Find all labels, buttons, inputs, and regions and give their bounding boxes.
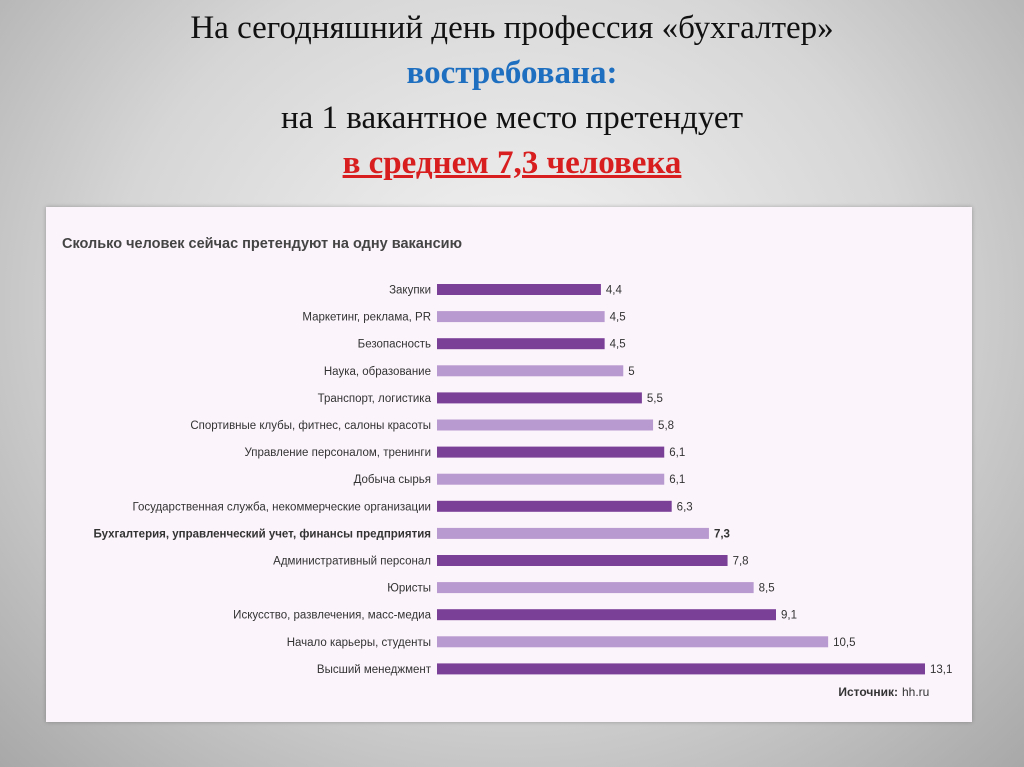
bar — [437, 446, 665, 458]
value-label: 7,3 — [714, 528, 730, 540]
slide-heading: На сегодняшний день профессия «бухгалтер… — [0, 6, 1024, 186]
bar — [437, 338, 605, 350]
value-label: 13,1 — [930, 664, 952, 676]
bar — [437, 284, 601, 295]
bar — [437, 311, 605, 323]
category-label: Государственная служба, некоммерческие о… — [132, 501, 431, 513]
category-label: Транспорт, логистика — [318, 393, 432, 405]
category-label: Маркетинг, реклама, PR — [302, 312, 431, 324]
value-label: 9,1 — [781, 610, 797, 622]
bar — [437, 555, 728, 566]
bar — [437, 527, 709, 539]
category-label: Искусство, развлечения, масс-медиа — [233, 610, 431, 622]
heading-line-1: На сегодняшний день профессия «бухгалтер… — [190, 10, 834, 46]
value-label: 4,4 — [606, 285, 623, 297]
bar — [437, 500, 672, 512]
source-value: hh.ru — [902, 685, 929, 699]
bar — [437, 392, 642, 404]
value-label: 4,5 — [610, 339, 626, 351]
value-label: 7,8 — [733, 556, 749, 568]
value-label: 5,8 — [658, 420, 674, 432]
bar-group: Закупки 4,4 Маркетинг, реклама, PR 4,5 Безоп… — [94, 284, 952, 676]
category-label: Юристы — [387, 583, 431, 595]
category-label: Административный персонал — [273, 556, 431, 568]
category-label: Закупки — [389, 285, 431, 297]
heading-line-2: востребована: — [406, 55, 618, 91]
category-label: Бухгалтерия, управленческий учет, финанс… — [94, 528, 431, 540]
bar — [437, 419, 654, 431]
chart-title: Сколько человек сейчас претендуют на одн… — [62, 236, 462, 252]
bar — [437, 473, 665, 485]
bar-chart: Сколько человек сейчас претендуют на одн… — [62, 236, 952, 699]
category-label: Начало карьеры, студенты — [287, 637, 431, 649]
category-label: Высший менеджмент — [317, 664, 432, 676]
bar — [437, 663, 925, 675]
category-label: Безопасность — [358, 339, 431, 351]
chart-panel: Сколько человек сейчас претендуют на одн… — [46, 207, 972, 722]
value-label: 6,1 — [669, 474, 685, 486]
bar — [437, 582, 754, 594]
value-label: 5,5 — [647, 393, 663, 405]
value-label: 10,5 — [833, 637, 855, 649]
category-label: Спортивные клубы, фитнес, салоны красоты — [190, 420, 431, 432]
value-label: 8,5 — [759, 583, 775, 595]
bar — [437, 609, 776, 621]
value-label: 5 — [628, 366, 634, 378]
category-label: Добыча сырья — [354, 474, 431, 486]
source-label: Источник: — [838, 685, 898, 699]
value-label: 6,3 — [677, 501, 693, 513]
bar — [437, 365, 624, 377]
value-label: 4,5 — [610, 312, 626, 324]
category-label: Управление персоналом, тренинги — [245, 447, 432, 459]
heading-line-4: в среднем 7,3 человека — [342, 145, 682, 181]
category-label: Наука, образование — [324, 366, 431, 378]
heading-line-3: на 1 вакантное место претендует — [280, 100, 744, 136]
bar — [437, 636, 829, 648]
value-label: 6,1 — [669, 447, 685, 459]
